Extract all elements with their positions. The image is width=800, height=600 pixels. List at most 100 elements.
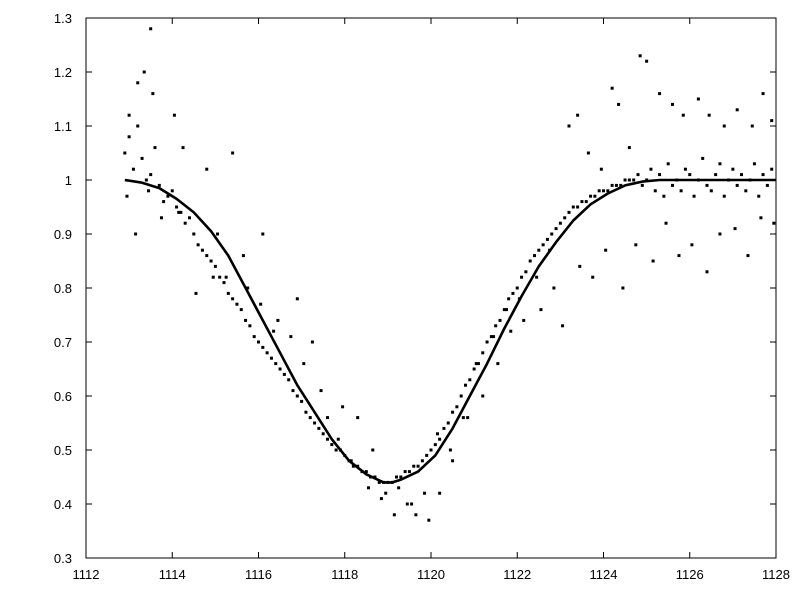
data-point	[261, 232, 265, 236]
data-point	[384, 491, 388, 495]
x-tick-label: 1128	[762, 567, 790, 582]
data-point	[461, 416, 465, 420]
data-point	[623, 178, 627, 182]
data-point	[705, 183, 709, 187]
data-point	[149, 173, 153, 177]
data-point	[591, 275, 595, 279]
x-tick-label: 1118	[331, 567, 358, 582]
data-point	[200, 248, 204, 252]
data-point	[696, 97, 700, 101]
data-point	[651, 259, 655, 263]
data-point	[610, 183, 614, 187]
data-point	[464, 383, 467, 387]
data-point	[194, 291, 198, 295]
data-point	[248, 324, 252, 328]
data-point	[308, 416, 312, 420]
data-point	[425, 453, 429, 457]
data-point	[537, 248, 541, 252]
axes: 1112 1114 1116 1118 1120 1122 1124 1126 1128 0.3 0…	[54, 11, 790, 582]
data-point	[735, 183, 739, 187]
data-point	[334, 448, 338, 452]
data-point	[666, 162, 670, 166]
data-point	[567, 124, 571, 128]
data-point	[222, 281, 226, 285]
data-point	[151, 92, 155, 96]
data-point	[261, 345, 265, 349]
data-point	[127, 135, 131, 139]
x-tick-label: 1112	[73, 567, 100, 582]
data-point	[541, 243, 545, 247]
data-point	[705, 270, 709, 274]
data-point	[131, 167, 135, 171]
data-point	[761, 173, 765, 177]
data-point	[474, 362, 478, 366]
data-point	[192, 232, 196, 236]
data-point	[584, 200, 588, 204]
data-point	[636, 173, 640, 177]
data-point	[410, 502, 414, 506]
data-point	[291, 389, 295, 393]
data-point	[731, 167, 735, 171]
y-tick-label: 0.3	[54, 551, 72, 566]
data-point	[502, 308, 506, 312]
data-point	[310, 340, 314, 344]
data-point	[278, 367, 282, 371]
data-point	[265, 351, 269, 355]
data-point	[709, 189, 713, 193]
data-point	[414, 513, 418, 517]
data-point	[257, 340, 260, 344]
data-point	[196, 243, 200, 247]
data-point	[213, 264, 217, 268]
data-point	[759, 216, 763, 220]
data-point	[420, 459, 424, 463]
data-point	[336, 437, 340, 441]
data-point	[576, 205, 580, 209]
x-tick-label: 1120	[417, 567, 445, 582]
plot-frame	[85, 17, 777, 559]
x-tick-label: 1124	[590, 567, 618, 582]
data-point	[231, 151, 235, 155]
data-point	[226, 291, 230, 295]
data-point	[707, 113, 711, 117]
data-point	[761, 92, 765, 96]
data-point	[614, 183, 618, 187]
data-point	[520, 275, 524, 279]
data-point	[576, 113, 580, 117]
x-tick-label: 1126	[676, 567, 704, 582]
data-point	[224, 275, 228, 279]
data-point	[295, 394, 299, 398]
data-point	[554, 227, 558, 231]
data-point	[276, 318, 280, 322]
data-point	[159, 216, 163, 220]
data-point	[397, 486, 401, 490]
data-point	[571, 205, 575, 209]
data-point	[149, 27, 153, 31]
data-point	[153, 146, 157, 150]
data-point	[522, 318, 526, 322]
data-point	[533, 254, 536, 258]
data-point	[485, 340, 489, 344]
y-tick-label: 0.5	[54, 443, 72, 458]
data-point	[459, 394, 463, 398]
data-point	[489, 335, 493, 339]
data-point	[662, 194, 666, 198]
x-tick-label: 1122	[503, 567, 531, 582]
data-point	[524, 270, 528, 274]
data-point	[593, 194, 597, 198]
data-point	[535, 275, 539, 279]
data-point	[718, 162, 722, 166]
data-point	[492, 335, 496, 339]
data-point	[246, 286, 250, 290]
data-point	[304, 410, 308, 414]
y-tick-label: 0.8	[54, 281, 72, 296]
data-point	[287, 378, 291, 382]
data-point	[142, 70, 146, 74]
data-point	[599, 167, 603, 171]
data-point	[134, 232, 138, 236]
data-point	[744, 189, 748, 193]
data-point	[330, 443, 334, 447]
data-point	[722, 194, 726, 198]
data-point	[733, 227, 737, 231]
data-point	[289, 335, 293, 339]
data-point	[272, 329, 276, 333]
